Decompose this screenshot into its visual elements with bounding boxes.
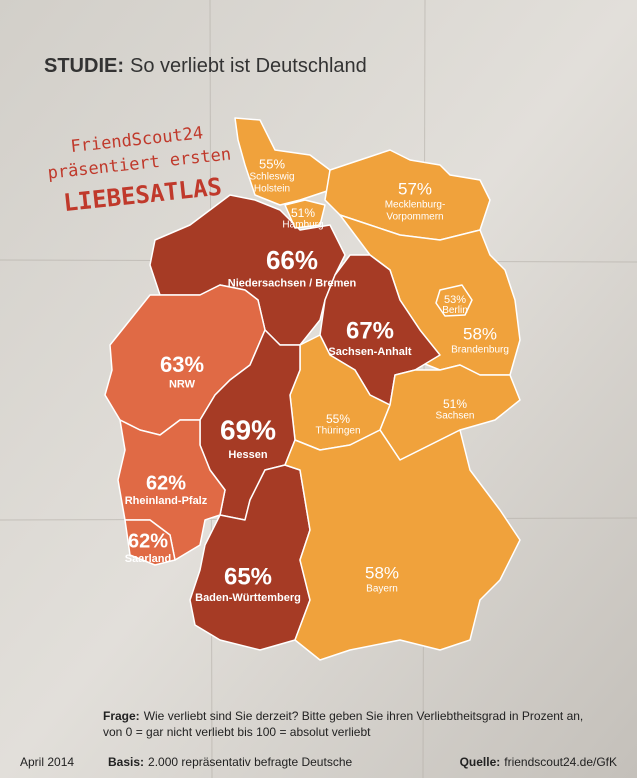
region [234, 117, 331, 206]
question-label: Frage: [103, 709, 140, 723]
source-label: Quelle: [460, 755, 501, 769]
region-value: 69% [220, 414, 276, 445]
basis: Basis: 2.000 repräsentativ befragte Deuts… [108, 755, 352, 769]
region [124, 519, 176, 566]
region-name: Thüringen [315, 426, 360, 437]
region-value: 53% [444, 294, 466, 306]
region-name: Berlin [442, 305, 468, 316]
region [117, 419, 226, 561]
date: April 2014 [20, 755, 74, 769]
region-name: Bayern [366, 583, 398, 594]
region-name: Brandenburg [451, 344, 509, 355]
region-name: Sachsen-Anhalt [328, 346, 411, 358]
map [104, 117, 521, 661]
region-value: 57% [398, 179, 432, 198]
region-name: Baden-Württemberg [195, 592, 301, 604]
region-name: Niedersachsen / Bremen [228, 277, 357, 289]
region-value: 62% [146, 472, 186, 494]
region-value: 58% [463, 324, 497, 343]
title-text: So verliebt ist Deutschland [130, 55, 367, 77]
region-value: 62% [128, 530, 168, 552]
basis-label: Basis: [108, 755, 144, 769]
basis-text: 2.000 repräsentativ befragte Deutsche [148, 755, 352, 769]
question-text: Wie verliebt sind Sie derzeit? Bitte geb… [144, 709, 584, 723]
region-value: 55% [326, 412, 350, 426]
question-text: von 0 = gar nicht verliebt bis 100 = abs… [103, 725, 371, 739]
region-name: Holstein [254, 183, 290, 194]
region-name: Saarland [125, 553, 171, 565]
region-name: Vorpommern [386, 211, 443, 222]
region [435, 284, 473, 317]
region-name: NRW [169, 378, 196, 390]
region-name: Rheinland-Pfalz [125, 495, 208, 507]
region-name: Schleswig [249, 171, 294, 182]
region-name: Sachsen [436, 411, 475, 422]
region-name: Hessen [228, 449, 267, 461]
region-value: 55% [259, 156, 285, 171]
title-label: STUDIE: [44, 55, 124, 77]
source-text: friendscout24.de/GfK [504, 755, 617, 769]
region-value: 63% [160, 352, 204, 377]
region [284, 199, 326, 229]
region-value: 66% [266, 245, 318, 275]
question: Frage: Wie verliebt sind Sie derzeit? Bit… [103, 709, 583, 723]
region-name: Hamburg [282, 220, 323, 231]
region-value: 51% [291, 206, 315, 220]
region-labels: 55%SchleswigHolstein51%Hamburg57%Mecklen… [125, 156, 509, 603]
region [284, 429, 521, 661]
region-value: 67% [346, 317, 394, 344]
source: Quelle: friendscout24.de/GfK [460, 755, 617, 769]
region-value: 51% [443, 397, 467, 411]
title: STUDIE: So verliebt ist Deutschland [44, 55, 367, 77]
region-value: 58% [365, 563, 399, 582]
region-value: 65% [224, 563, 272, 590]
region-name: Mecklenburg- [385, 199, 446, 210]
